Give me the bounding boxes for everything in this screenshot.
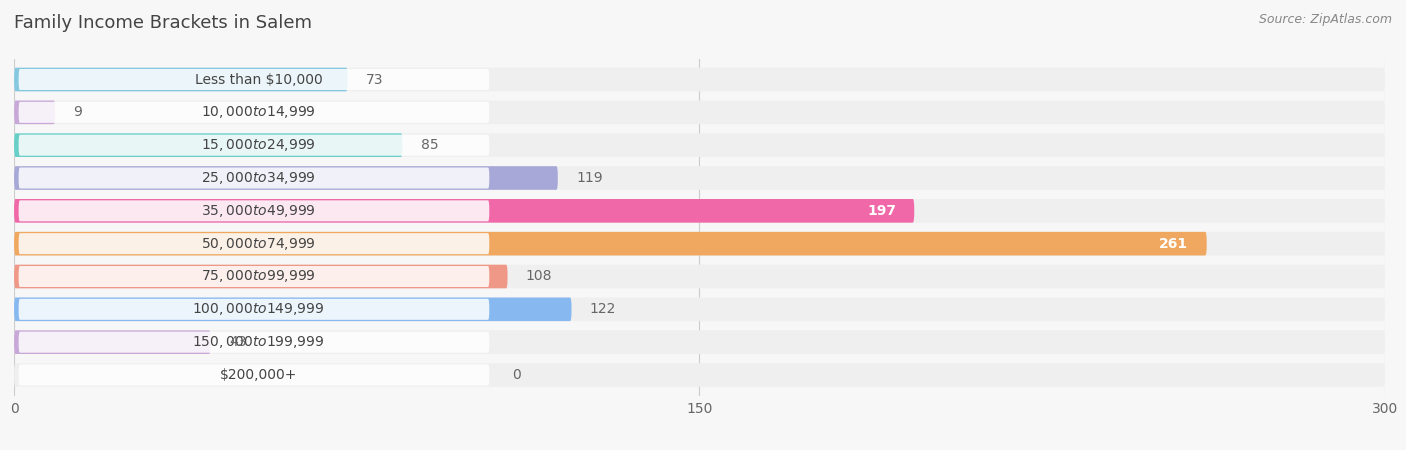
Text: $35,000 to $49,999: $35,000 to $49,999 bbox=[201, 203, 316, 219]
Text: $200,000+: $200,000+ bbox=[219, 368, 297, 382]
FancyBboxPatch shape bbox=[14, 297, 571, 321]
FancyBboxPatch shape bbox=[14, 133, 1385, 157]
FancyBboxPatch shape bbox=[14, 232, 1206, 256]
Text: $100,000 to $149,999: $100,000 to $149,999 bbox=[193, 302, 325, 317]
FancyBboxPatch shape bbox=[14, 232, 1385, 256]
Text: 197: 197 bbox=[868, 204, 896, 218]
FancyBboxPatch shape bbox=[14, 68, 1385, 91]
FancyBboxPatch shape bbox=[14, 265, 1385, 288]
FancyBboxPatch shape bbox=[14, 199, 1385, 223]
FancyBboxPatch shape bbox=[14, 68, 347, 91]
Text: 108: 108 bbox=[526, 270, 553, 284]
Text: Family Income Brackets in Salem: Family Income Brackets in Salem bbox=[14, 14, 312, 32]
FancyBboxPatch shape bbox=[18, 200, 489, 221]
FancyBboxPatch shape bbox=[18, 135, 489, 156]
FancyBboxPatch shape bbox=[18, 102, 489, 123]
FancyBboxPatch shape bbox=[18, 299, 489, 320]
FancyBboxPatch shape bbox=[18, 332, 489, 353]
Text: $25,000 to $34,999: $25,000 to $34,999 bbox=[201, 170, 316, 186]
Text: 119: 119 bbox=[576, 171, 603, 185]
Text: $10,000 to $14,999: $10,000 to $14,999 bbox=[201, 104, 316, 120]
FancyBboxPatch shape bbox=[14, 133, 402, 157]
Text: 9: 9 bbox=[73, 105, 83, 119]
FancyBboxPatch shape bbox=[14, 330, 211, 354]
FancyBboxPatch shape bbox=[14, 100, 55, 124]
Text: $150,000 to $199,999: $150,000 to $199,999 bbox=[193, 334, 325, 350]
Text: Less than $10,000: Less than $10,000 bbox=[194, 72, 322, 86]
FancyBboxPatch shape bbox=[14, 363, 1385, 387]
FancyBboxPatch shape bbox=[14, 166, 558, 190]
Text: 73: 73 bbox=[366, 72, 384, 86]
FancyBboxPatch shape bbox=[18, 69, 489, 90]
FancyBboxPatch shape bbox=[14, 100, 1385, 124]
Text: $15,000 to $24,999: $15,000 to $24,999 bbox=[201, 137, 316, 153]
Text: 122: 122 bbox=[591, 302, 616, 316]
FancyBboxPatch shape bbox=[18, 167, 489, 189]
FancyBboxPatch shape bbox=[14, 330, 1385, 354]
Text: 85: 85 bbox=[420, 138, 439, 152]
FancyBboxPatch shape bbox=[18, 266, 489, 287]
Text: 0: 0 bbox=[512, 368, 520, 382]
FancyBboxPatch shape bbox=[14, 297, 1385, 321]
FancyBboxPatch shape bbox=[14, 166, 1385, 190]
Text: 43: 43 bbox=[229, 335, 246, 349]
FancyBboxPatch shape bbox=[14, 265, 508, 288]
Text: Source: ZipAtlas.com: Source: ZipAtlas.com bbox=[1258, 14, 1392, 27]
Text: 261: 261 bbox=[1160, 237, 1188, 251]
FancyBboxPatch shape bbox=[14, 199, 914, 223]
FancyBboxPatch shape bbox=[18, 233, 489, 254]
FancyBboxPatch shape bbox=[18, 364, 489, 386]
Text: $75,000 to $99,999: $75,000 to $99,999 bbox=[201, 269, 316, 284]
Text: $50,000 to $74,999: $50,000 to $74,999 bbox=[201, 236, 316, 252]
